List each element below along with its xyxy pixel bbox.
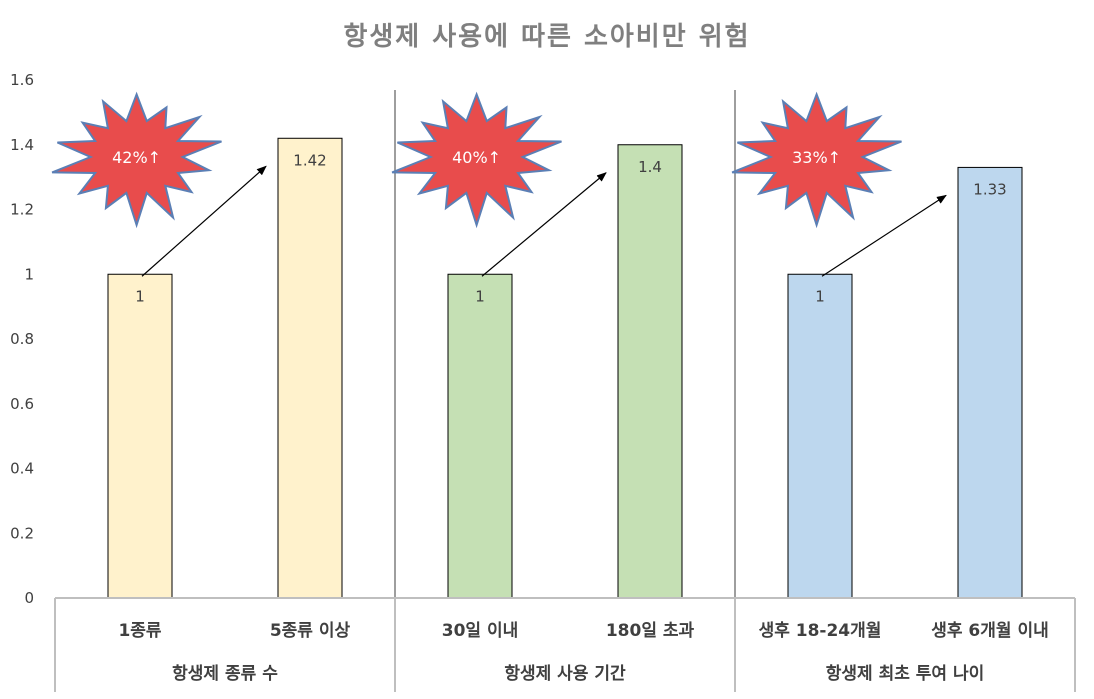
category-label: 180일 초과 [606, 621, 695, 641]
data-label: 1.33 [973, 180, 1006, 198]
y-tick-label: 1.6 [10, 71, 34, 89]
category-label: 30일 이내 [442, 621, 519, 641]
starburst-label: 42%↑ [112, 148, 161, 167]
arrow [141, 165, 267, 277]
data-label: 1.4 [638, 158, 662, 176]
bars: 1 1.42 1 1.4 1 1.33 [107, 90, 1023, 599]
group-label: 항생제 종류 수 [172, 663, 278, 684]
category-label: 생후 6개월 이내 [931, 620, 1049, 641]
y-tick-label: 0.6 [10, 395, 34, 413]
bar [447, 273, 513, 599]
arrow [821, 194, 947, 277]
starburst-label: 33%↑ [792, 148, 841, 167]
category-label: 생후 18-24개월 [759, 620, 882, 641]
bar [277, 137, 343, 599]
y-tick-label: 0.4 [10, 460, 34, 478]
bar [957, 166, 1023, 599]
category-label: 5종류 이상 [270, 621, 351, 641]
data-label: 1 [475, 287, 485, 305]
group-label: 항생제 사용 기간 [504, 663, 626, 684]
data-label: 1 [135, 287, 145, 305]
arrow [481, 172, 607, 277]
y-axis: 0 0.2 0.4 0.6 0.8 1 1.2 1.4 1.6 [10, 71, 34, 607]
starburst [391, 91, 562, 229]
y-tick-label: 1.4 [10, 136, 34, 154]
group-label: 항생제 최초 투여 나이 [826, 663, 985, 684]
y-tick-label: 1 [24, 265, 34, 283]
category-label: 1종류 [118, 621, 161, 641]
annotations: 42%↑ 40%↑ 33%↑ [51, 91, 947, 277]
starburst [731, 91, 902, 229]
data-label: 1 [815, 287, 825, 305]
y-tick-label: 0 [24, 589, 34, 607]
bar [107, 273, 173, 599]
y-tick-label: 1.2 [10, 201, 34, 219]
y-tick-label: 0.8 [10, 330, 34, 348]
chart-title: 항생제 사용에 따른 소아비만 위험 [343, 22, 750, 52]
bar [787, 273, 853, 599]
starburst-label: 40%↑ [452, 148, 501, 167]
starburst [51, 91, 222, 229]
y-tick-label: 0.2 [10, 524, 34, 542]
data-label: 1.42 [293, 151, 326, 169]
bar [617, 144, 683, 599]
